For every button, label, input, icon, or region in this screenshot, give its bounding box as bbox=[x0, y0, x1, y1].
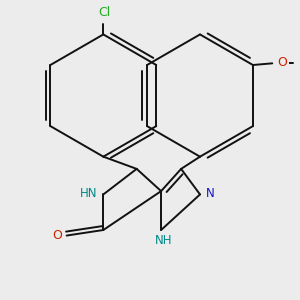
Text: Cl: Cl bbox=[98, 6, 110, 19]
Text: N: N bbox=[206, 187, 214, 200]
Text: O: O bbox=[277, 56, 287, 69]
Text: NH: NH bbox=[155, 233, 172, 247]
Text: O: O bbox=[52, 229, 62, 242]
Text: HN: HN bbox=[80, 187, 97, 200]
